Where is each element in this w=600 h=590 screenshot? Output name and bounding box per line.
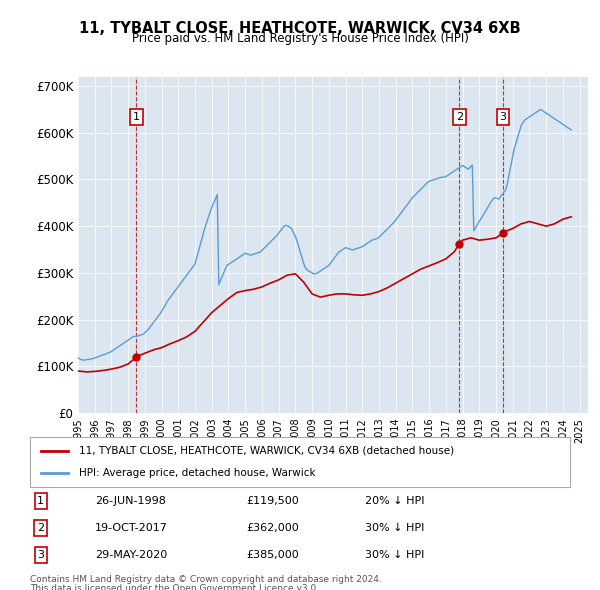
Text: 2: 2 [455,112,463,122]
Text: 3: 3 [499,112,506,122]
Text: 20% ↓ HPI: 20% ↓ HPI [365,496,424,506]
Text: Contains HM Land Registry data © Crown copyright and database right 2024.: Contains HM Land Registry data © Crown c… [30,575,382,584]
Text: 30% ↓ HPI: 30% ↓ HPI [365,523,424,533]
Text: £119,500: £119,500 [246,496,299,506]
Text: 3: 3 [37,550,44,560]
Text: 11, TYBALT CLOSE, HEATHCOTE, WARWICK, CV34 6XB: 11, TYBALT CLOSE, HEATHCOTE, WARWICK, CV… [79,21,521,35]
Text: 19-OCT-2017: 19-OCT-2017 [95,523,167,533]
Text: 2: 2 [37,523,44,533]
Text: 30% ↓ HPI: 30% ↓ HPI [365,550,424,560]
Text: 1: 1 [133,112,140,122]
Text: 1: 1 [37,496,44,506]
Text: Price paid vs. HM Land Registry's House Price Index (HPI): Price paid vs. HM Land Registry's House … [131,32,469,45]
Text: 29-MAY-2020: 29-MAY-2020 [95,550,167,560]
Text: HPI: Average price, detached house, Warwick: HPI: Average price, detached house, Warw… [79,468,315,478]
Text: This data is licensed under the Open Government Licence v3.0.: This data is licensed under the Open Gov… [30,584,319,590]
Text: £385,000: £385,000 [246,550,299,560]
Text: £362,000: £362,000 [246,523,299,533]
Text: 11, TYBALT CLOSE, HEATHCOTE, WARWICK, CV34 6XB (detached house): 11, TYBALT CLOSE, HEATHCOTE, WARWICK, CV… [79,445,454,455]
Text: 26-JUN-1998: 26-JUN-1998 [95,496,166,506]
